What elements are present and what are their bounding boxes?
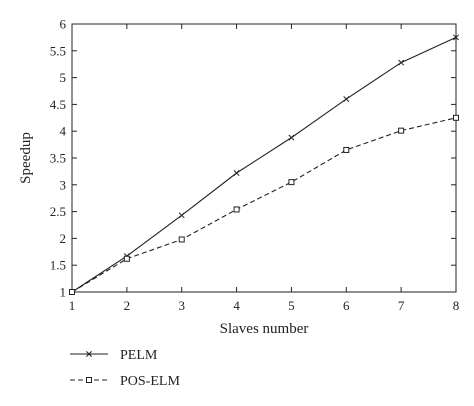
x-axis-label: Slaves number [220, 321, 309, 337]
data-point-pos-elm [453, 114, 459, 121]
x-tick-label: 2 [124, 298, 131, 313]
y-tick-label: 5.5 [50, 43, 66, 58]
y-axis: 1 1.5 2 2.5 3 3.5 4 4.5 5 5.5 6 [50, 17, 456, 300]
data-point-pelm [343, 96, 350, 102]
x-tick-label: 4 [233, 298, 240, 313]
data-point-legend [86, 351, 92, 357]
plot-area: 1 2 3 4 5 6 7 8 1 1.5 2 2.5 3 3.5 4 4.5 5 5.5 6 [50, 17, 460, 314]
y-axis-label: Speedup [18, 132, 34, 184]
legend-item-pos-elm: POS-ELM [70, 374, 180, 389]
y-tick-label: 5 [60, 70, 67, 85]
series-pelm [69, 34, 459, 295]
data-point-pos-elm [123, 255, 130, 262]
legend-item-pelm: PELM [70, 348, 158, 363]
x-tick-label: 6 [343, 298, 350, 313]
y-tick-label: 3 [60, 177, 67, 192]
series-line-pos-elm [71, 117, 457, 293]
data-point-pos-elm [69, 289, 75, 295]
data-point-pelm [453, 34, 459, 41]
x-tick-label: 3 [178, 298, 185, 313]
y-tick-label: 1.5 [50, 258, 66, 273]
legend-label: PELM [120, 348, 158, 363]
data-point-pelm [178, 212, 185, 219]
y-tick-label: 4.5 [50, 97, 66, 112]
data-point-legend [86, 377, 92, 383]
data-point-pelm [288, 134, 295, 141]
x-tick-label: 5 [288, 298, 295, 313]
x-tick-label: 8 [453, 298, 460, 313]
series-pos-elm [69, 114, 459, 295]
series-layer [69, 34, 459, 295]
series-line-pelm [71, 36, 457, 293]
data-point-pos-elm [233, 206, 240, 213]
data-point-pelm [233, 170, 240, 176]
x-axis: 1 2 3 4 5 6 7 8 [69, 24, 460, 313]
x-tick-label: 7 [398, 298, 405, 313]
legend-label: POS-ELM [120, 374, 180, 389]
data-point-pos-elm [288, 179, 295, 186]
y-tick-label: 4 [60, 124, 67, 139]
y-tick-label: 3.5 [50, 151, 66, 166]
data-point-pos-elm [398, 127, 405, 134]
legend: PELM POS-ELM [70, 348, 180, 389]
x-tick-label: 1 [69, 298, 76, 313]
y-tick-label: 6 [60, 17, 67, 32]
y-tick-label: 2.5 [50, 204, 66, 219]
data-point-pos-elm [178, 236, 185, 243]
data-point-pelm [398, 59, 405, 66]
y-tick-label: 2 [60, 231, 67, 246]
data-point-pos-elm [343, 146, 350, 153]
y-tick-label: 1 [60, 285, 67, 300]
